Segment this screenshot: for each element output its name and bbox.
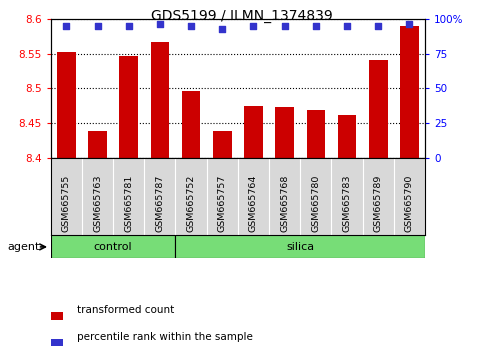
Point: [156, 21, 164, 27]
Bar: [369, 59, 388, 158]
Text: GSM665783: GSM665783: [342, 175, 352, 232]
Text: GSM665768: GSM665768: [280, 175, 289, 232]
Text: GSM665781: GSM665781: [124, 175, 133, 232]
Bar: [275, 107, 294, 158]
Point: [62, 23, 70, 29]
Text: percentile rank within the sample: percentile rank within the sample: [77, 332, 253, 342]
Text: silica: silica: [286, 242, 314, 252]
Bar: [400, 26, 419, 158]
Text: GSM665789: GSM665789: [374, 175, 383, 232]
Point: [218, 26, 226, 32]
Text: GSM665752: GSM665752: [186, 175, 196, 232]
Text: GSM665790: GSM665790: [405, 175, 414, 232]
Bar: [57, 52, 76, 158]
Text: GSM665764: GSM665764: [249, 175, 258, 232]
Bar: [88, 131, 107, 158]
Text: GSM665755: GSM665755: [62, 175, 71, 232]
Text: GDS5199 / ILMN_1374839: GDS5199 / ILMN_1374839: [151, 9, 332, 23]
Point: [312, 23, 320, 29]
Text: GSM665780: GSM665780: [312, 175, 320, 232]
Bar: [213, 131, 232, 158]
Bar: [119, 56, 138, 158]
Text: GSM665787: GSM665787: [156, 175, 164, 232]
Text: transformed count: transformed count: [77, 305, 174, 315]
Bar: [182, 91, 200, 158]
Text: GSM665757: GSM665757: [218, 175, 227, 232]
Point: [187, 23, 195, 29]
Bar: [307, 110, 325, 158]
Bar: [244, 106, 263, 158]
Text: GSM665763: GSM665763: [93, 175, 102, 232]
Point: [250, 23, 257, 29]
Point: [374, 23, 382, 29]
FancyBboxPatch shape: [175, 235, 425, 258]
Bar: [338, 115, 356, 158]
Text: agent: agent: [7, 242, 40, 252]
Bar: [51, 312, 63, 320]
Bar: [51, 339, 63, 346]
Point: [94, 23, 101, 29]
Point: [281, 23, 288, 29]
Point: [343, 23, 351, 29]
Point: [406, 21, 413, 27]
Point: [125, 23, 132, 29]
Bar: [151, 41, 169, 158]
FancyBboxPatch shape: [51, 235, 175, 258]
Text: control: control: [94, 242, 132, 252]
